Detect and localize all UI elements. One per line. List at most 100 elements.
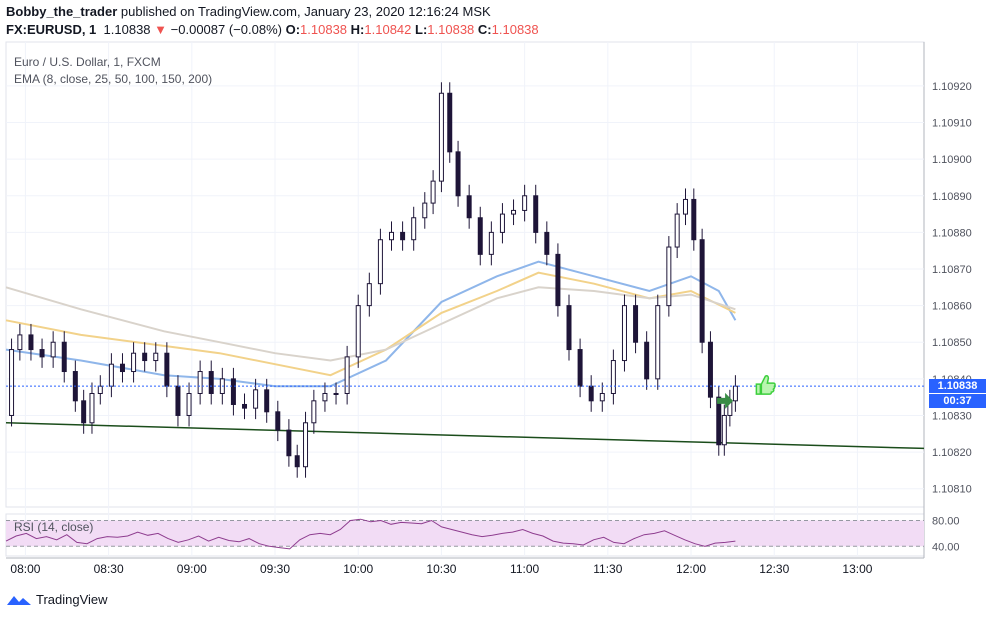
candle-body	[389, 231, 395, 241]
low-value: 1.10838	[427, 22, 475, 37]
last-price: 1.10838	[103, 22, 151, 37]
rsi-line	[5, 518, 736, 550]
candle-body	[9, 349, 15, 416]
price-pane	[5, 41, 925, 508]
candle-body	[707, 341, 713, 398]
support-trendline	[5, 422, 925, 450]
symbol-label: FX:EURUSD, 1	[6, 22, 97, 37]
rsi-level-label: 40.00	[932, 541, 960, 553]
rsi-legend: RSI (14, close)	[14, 520, 94, 534]
tradingview-brand: TradingView	[36, 592, 108, 607]
candle-body	[333, 392, 339, 395]
time-tick-label: 10:00	[343, 562, 373, 576]
candle-body	[716, 396, 722, 446]
green-arrow-icon	[717, 392, 734, 409]
candle-body	[39, 349, 45, 358]
time-tick-label: 12:00	[676, 562, 706, 576]
candle-body	[208, 371, 214, 394]
candle-body	[477, 217, 483, 255]
open-value: 1.10838	[300, 22, 348, 37]
candle-body	[555, 253, 561, 307]
candle-body	[303, 422, 309, 468]
candle-body	[674, 213, 680, 248]
down-arrow-icon: ▼	[154, 22, 168, 37]
time-tick-label: 10:30	[426, 562, 456, 576]
price-tick-label: 1.10820	[932, 447, 972, 459]
candle-body	[599, 392, 605, 402]
candle-body	[197, 371, 203, 394]
time-tick-label: 09:30	[260, 562, 290, 576]
low-label: L:	[415, 22, 428, 37]
ema-line-3	[5, 286, 736, 362]
candle-body	[666, 246, 672, 307]
candle-body	[81, 400, 87, 424]
price-tick-label: 1.10860	[932, 301, 972, 313]
candle-body	[633, 305, 639, 343]
candle-body	[488, 231, 494, 255]
legend-symbol: Euro / U.S. Dollar, 1, FXCM	[14, 55, 161, 69]
candle-body	[131, 352, 137, 373]
rsi-level-label: 80.00	[932, 515, 960, 527]
candle-body	[588, 385, 594, 402]
candle-body	[377, 239, 383, 285]
high-value: 1.10842	[364, 22, 412, 37]
publish-info: Bobby_the_trader published on TradingVie…	[6, 4, 491, 19]
candle-body	[577, 349, 583, 387]
candle-body	[142, 352, 148, 362]
candle-body	[311, 400, 317, 424]
author-name: Bobby_the_trader	[6, 4, 118, 19]
candle-body	[422, 202, 428, 219]
candle-body	[344, 356, 350, 394]
tradingview-logo[interactable]: TradingView	[6, 592, 108, 607]
candle-body	[108, 363, 114, 387]
candle-body	[61, 341, 67, 373]
time-tick-label: 08:00	[10, 562, 40, 576]
candle-body	[153, 352, 159, 362]
candle-body	[610, 360, 616, 394]
price-tick-label: 1.10850	[932, 337, 972, 349]
time-tick-label: 11:30	[593, 562, 622, 576]
candle-body	[50, 341, 56, 358]
candle-body	[286, 429, 292, 457]
candle-body	[17, 334, 23, 351]
candle-body	[447, 92, 453, 153]
price-tick-label: 1.10920	[932, 81, 972, 93]
candle-body	[466, 195, 472, 219]
candle-body	[430, 180, 436, 204]
candle-body	[119, 363, 125, 373]
time-tick-label: 12:30	[759, 562, 789, 576]
candle-body	[455, 151, 461, 197]
high-label: H:	[350, 22, 365, 37]
candle-body	[621, 305, 627, 362]
candle-body	[230, 378, 236, 405]
candle-body	[355, 305, 361, 358]
ema-line-2	[5, 271, 736, 377]
candle-body	[544, 231, 550, 255]
candle-body	[499, 213, 505, 233]
candle-body	[699, 239, 705, 343]
candle-body	[294, 455, 300, 468]
candle-body	[522, 195, 528, 211]
time-tick-label: 08:30	[94, 562, 124, 576]
price-change: −0.00087 (−0.08%)	[170, 22, 282, 37]
candle-body	[97, 385, 103, 394]
candle-body	[438, 92, 444, 182]
candle-body	[533, 195, 539, 233]
candle-body	[721, 414, 727, 446]
candle-body	[691, 198, 697, 241]
candle-body	[275, 411, 281, 431]
time-tick-label: 13:00	[842, 562, 872, 576]
price-tick-label: 1.10900	[932, 154, 972, 166]
published-text: published on TradingView.com, January 23…	[120, 4, 491, 19]
chart-legend: Euro / U.S. Dollar, 1, FXCM EMA (8, clos…	[14, 54, 212, 88]
candle-body	[186, 392, 192, 416]
countdown-badge: 00:37	[929, 394, 986, 409]
candle-body	[400, 231, 406, 241]
open-label: O:	[285, 22, 301, 37]
candle-body	[366, 283, 372, 307]
close-label: C:	[477, 22, 492, 37]
ohlc-bar: FX:EURUSD, 1 1.10838 ▼ −0.00087 (−0.08%)…	[6, 22, 539, 37]
candle-body	[655, 305, 661, 380]
candle-body	[511, 209, 517, 215]
